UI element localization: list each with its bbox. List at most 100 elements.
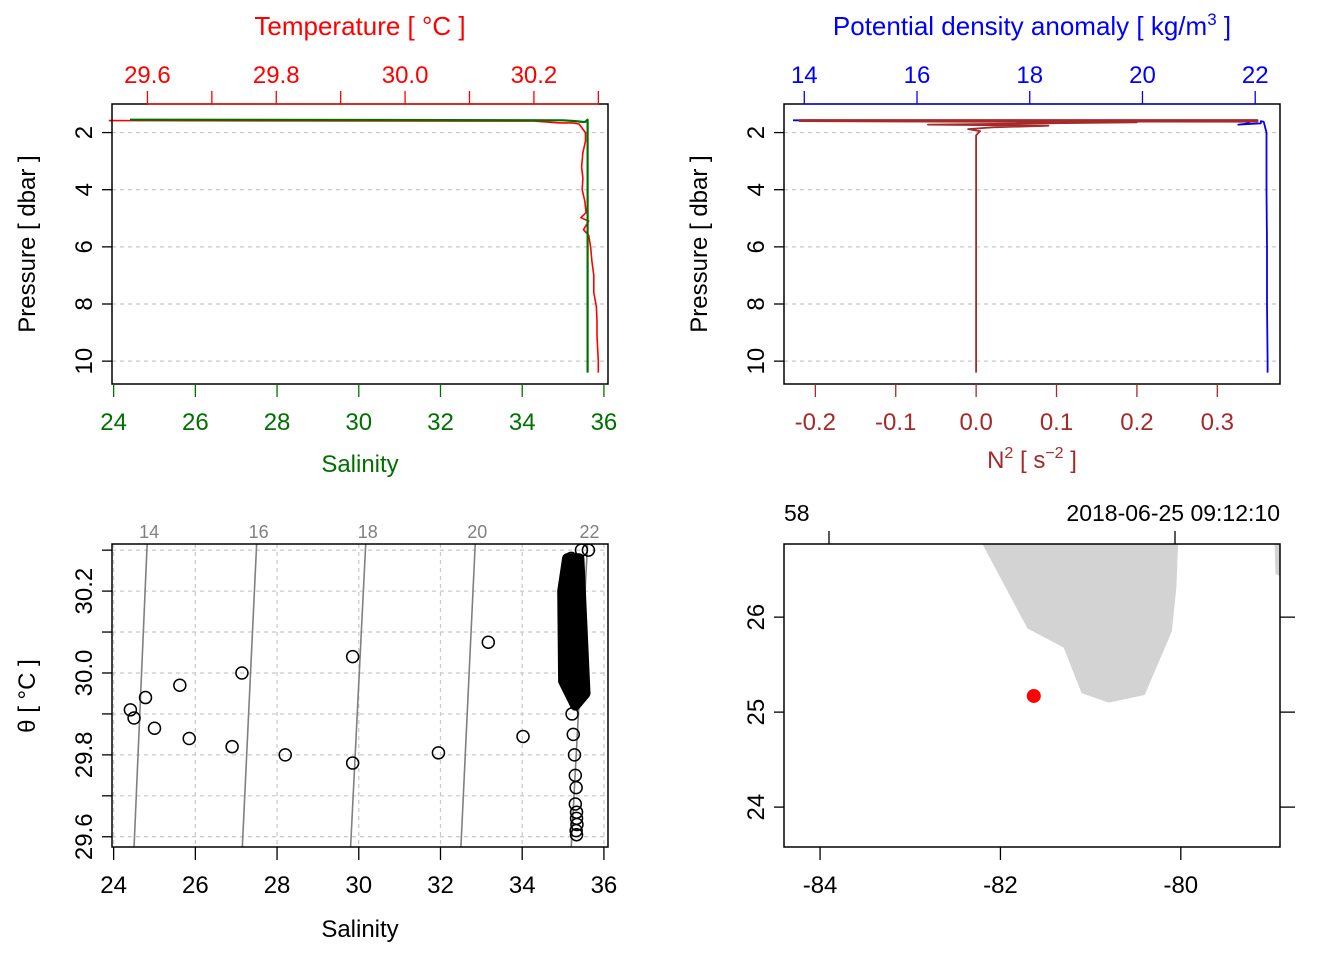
plot-frame: [111, 543, 609, 848]
ts-point: [235, 666, 249, 680]
pressure-axis: 2 4 6 8 10: [743, 126, 784, 375]
ts-point: [182, 731, 196, 746]
x-tick-label: 30: [345, 872, 372, 899]
n2-title-sup: 2: [1004, 445, 1013, 462]
bottom-tick-label: 0.2: [1120, 409, 1153, 436]
pressure-axis-title: Pressure [ dbar ]: [14, 155, 41, 332]
ts-point: [138, 690, 153, 705]
salinity-line: [129, 118, 589, 373]
ts-point: [564, 551, 578, 566]
ts-point: [565, 707, 579, 721]
y-tick-label: 4: [743, 183, 770, 196]
bottom-tick-label: 0.1: [1040, 409, 1073, 436]
ts-point: [345, 649, 360, 664]
ts-point: [278, 748, 292, 762]
longitude-axis: -84 -82 -80: [803, 847, 1198, 899]
density-title-main: Potential density anomaly [ kg/m: [833, 11, 1207, 41]
bottom-tick-label: 28: [264, 409, 291, 436]
ts-point: [123, 703, 138, 717]
bottom-tick-label: 36: [591, 409, 618, 436]
y-tick-label: 2: [71, 126, 98, 139]
y-tick-label: 10: [71, 348, 98, 375]
isopycnal-label: 20: [467, 522, 487, 542]
station-time-label: 2018-06-25 09:12:10: [1066, 500, 1280, 526]
ts-point: [481, 635, 496, 650]
bottom-tick-label: 24: [100, 409, 127, 436]
y-tick-label: 30.2: [71, 568, 98, 615]
ts-point: [567, 748, 582, 762]
isopycnal-line: [349, 543, 367, 848]
density-axis-title: Potential density anomaly [ kg/m3 ]: [833, 10, 1231, 41]
land-polygon: [1274, 544, 1280, 576]
ts-point: [147, 721, 162, 736]
n2-title-end: ]: [1064, 447, 1077, 474]
salinity-axis: 24 26 28 30 32 34 36: [100, 847, 617, 899]
lon-tick-label: -80: [1163, 872, 1198, 899]
y-tick-label: 30.0: [71, 650, 98, 697]
density-title-sup: 3: [1207, 10, 1216, 29]
theta-axis: 29.6 29.8 30.0 30.2: [71, 549, 112, 860]
salinity-axis: 24 26 28 30 32 34 36: [100, 384, 617, 436]
pressure-axis: 2 4 6 8 10: [71, 126, 112, 375]
ts-points: [123, 543, 596, 842]
ts-point: [569, 827, 584, 842]
top-tick-label: 18: [1016, 62, 1043, 89]
temperature-axis: 29.6 29.8 30.0 30.2: [124, 62, 599, 105]
x-tick-label: 24: [100, 872, 127, 899]
bottom-tick-label: 30: [345, 409, 372, 436]
top-tick-label: 14: [791, 62, 818, 89]
land-polygon: [982, 544, 1179, 703]
lat-tick-label: 26: [743, 604, 770, 631]
y-tick-label: 10: [743, 348, 770, 375]
y-tick-label: 8: [71, 297, 98, 310]
station-dot: [1026, 688, 1041, 703]
top-tick-label: 29.6: [124, 62, 171, 89]
lat-tick-label: 25: [743, 699, 770, 726]
panel-station-map: -84 -82 -80 24 25 26 58 2018-06-25 09:12:10: [743, 500, 1295, 899]
n2-title-sup2: −2: [1045, 445, 1063, 462]
density-title-end: ]: [1217, 11, 1231, 41]
temperature-line: [108, 119, 600, 373]
theta-axis-title: θ [ °C ]: [14, 659, 41, 733]
bottom-tick-label: 26: [182, 409, 209, 436]
bottom-tick-label: 0.0: [959, 409, 992, 436]
x-tick-label: 28: [264, 872, 291, 899]
panel-ts-diagram: 14 16 18 20 22 24 26 28 30 32 34 36 29.6 29.8 30.0 30…: [14, 522, 617, 943]
plot-frame: [783, 103, 1281, 385]
isopycnal-line: [460, 543, 477, 848]
lon-tick-label: -84: [803, 872, 838, 899]
latitude-axis: 24 25 26: [743, 604, 1295, 821]
isopycnal-label: 14: [139, 522, 159, 542]
density-axis: 14 16 18 20 22: [791, 62, 1269, 105]
coastline: [982, 544, 1280, 703]
ts-point: [173, 678, 187, 693]
top-tick-label: 30.0: [382, 62, 429, 89]
ts-point: [345, 756, 360, 770]
salinity-axis-title: Salinity: [321, 916, 398, 943]
dense-point-cloud: [557, 553, 591, 711]
top-tick-label: 30.2: [511, 62, 558, 89]
y-tick-label: 29.8: [71, 732, 98, 779]
n2-line: [798, 119, 1259, 373]
panel-density-n2: 2 4 6 8 10 14 16 18 20 22 -0.2 -0.1 0.0 0.1 0.2 0.3 P…: [686, 10, 1281, 474]
y-tick-label: 4: [71, 183, 98, 196]
bottom-tick-label: -0.1: [875, 409, 916, 436]
x-tick-label: 26: [182, 872, 209, 899]
top-tick-label: 16: [904, 62, 931, 89]
y-tick-label: 6: [743, 240, 770, 253]
isopycnal-line: [241, 543, 258, 848]
lat-tick-label: 24: [743, 794, 770, 821]
isopycnal-label: 16: [249, 522, 269, 542]
top-tick-label: 20: [1129, 62, 1156, 89]
bottom-tick-label: 34: [509, 409, 536, 436]
isopycnals: 14 16 18 20 22: [133, 522, 600, 848]
ts-point: [127, 711, 141, 725]
ts-point: [431, 746, 446, 760]
ts-grid: [112, 544, 608, 847]
x-tick-label: 32: [427, 872, 454, 899]
ts-point: [225, 739, 239, 754]
ts-point: [516, 729, 530, 744]
n2-axis: -0.2 -0.1 0.0 0.1 0.2 0.3: [795, 384, 1234, 436]
isopycnal-label: 22: [580, 522, 600, 542]
